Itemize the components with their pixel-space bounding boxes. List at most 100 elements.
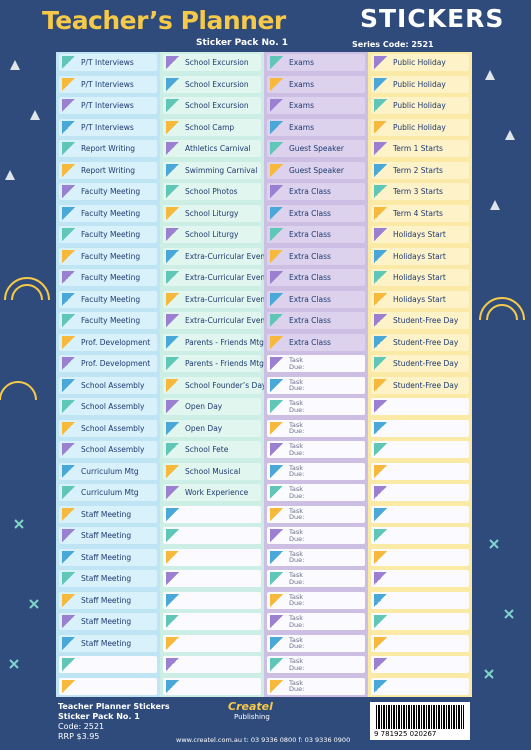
sticker: Swimming Carnival: [163, 161, 261, 179]
sticker-icon: [166, 550, 179, 564]
sticker-icon: [62, 529, 75, 542]
sticker: Athletics Carnival: [163, 140, 261, 157]
sticker-label: P/T Interviews: [81, 58, 134, 67]
sticker-icon: [374, 378, 387, 392]
sticker-icon: [374, 271, 387, 284]
sticker-label: Extra-Curricular Event: [185, 316, 269, 325]
sticker: [59, 656, 157, 673]
sticker-label: Task Due:: [289, 678, 305, 693]
sticker: Task Due:: [267, 656, 365, 673]
sticker-icon: [62, 249, 75, 263]
sticker-label: Open Day: [185, 402, 223, 411]
sticker: Task Due:: [267, 505, 365, 523]
sticker-label: Term 2 Starts: [393, 165, 443, 175]
sticker-label: Swimming Carnival: [185, 165, 258, 175]
sticker-label: Task Due:: [289, 614, 305, 629]
sticker: Report Writing: [59, 140, 157, 157]
brand-sub: Publishing: [234, 713, 270, 721]
sticker-label: Task Due:: [289, 356, 305, 371]
sticker-label: Staff Meeting: [81, 531, 132, 540]
sticker-icon: [270, 615, 283, 628]
sticker: Staff Meeting: [59, 591, 157, 609]
sticker-icon: [270, 77, 283, 91]
sticker-icon: [166, 529, 179, 542]
sticker: Public Holiday: [371, 75, 469, 93]
footer-code: Code: 2521: [58, 722, 105, 731]
sticker-icon: [270, 378, 283, 392]
sticker-label: Task Due:: [289, 506, 305, 521]
sticker-label: School Assembly: [81, 402, 145, 411]
sticker-label: School Musical: [185, 466, 241, 476]
sticker-label: Staff Meeting: [81, 509, 132, 519]
sticker: Term 1 Starts: [371, 140, 469, 157]
sticker: Task Due:: [267, 484, 365, 501]
sticker-label: School Excursion: [185, 101, 249, 110]
sticker-label: Holidays Start: [393, 230, 446, 239]
sticker-icon: [270, 335, 283, 349]
sticker-label: School Assembly: [81, 445, 145, 454]
sticker-icon: [166, 271, 179, 284]
barcode-number: 9 781925 020267: [374, 730, 437, 738]
sticker-label: School Excursion: [185, 79, 249, 89]
sticker-icon: [62, 507, 75, 521]
sticker-label: Exams: [289, 122, 314, 132]
sticker-icon: [62, 271, 75, 284]
sticker: Extra Class: [267, 204, 365, 222]
sticker-icon: [166, 335, 179, 349]
sticker: Public Holiday: [371, 118, 469, 136]
sticker-icon: [374, 679, 387, 693]
sticker-icon: [62, 400, 75, 413]
sticker: School Camp: [163, 118, 261, 136]
sticker-label: Faculty Meeting: [81, 230, 141, 239]
barcode-bars: [376, 705, 464, 729]
sticker-label: Guest Speaker: [289, 165, 344, 175]
sticker-icon: [374, 249, 387, 263]
sticker-icon: [62, 335, 75, 349]
sticker-label: Task Due:: [289, 442, 305, 457]
sticker-label: Term 1 Starts: [393, 144, 443, 153]
sticker-label: Faculty Meeting: [81, 294, 141, 304]
sticker: Student-Free Day: [371, 355, 469, 372]
sticker-icon: [374, 56, 387, 69]
sticker-icon: [166, 636, 179, 650]
sticker-label: Faculty Meeting: [81, 187, 141, 196]
sticker-icon: [374, 314, 387, 327]
sticker-column: P/T Interviews P/T Interviews P/T Intervie…: [56, 52, 160, 697]
sticker-label: Holidays Start: [393, 273, 446, 282]
sticker-icon: [62, 636, 75, 650]
sticker-icon: [374, 99, 387, 112]
sticker: Curriculum Mtg: [59, 484, 157, 501]
sticker: [371, 656, 469, 673]
sticker-label: Public Holiday: [393, 79, 446, 89]
sticker-icon: [166, 615, 179, 628]
sticker-icon: [270, 636, 283, 650]
sticker-label: Extra Class: [289, 230, 331, 239]
sticker-icon: [374, 421, 387, 435]
sticker-icon: [270, 529, 283, 542]
sticker-icon: [374, 443, 387, 456]
sticker: Student-Free Day: [371, 376, 469, 394]
sticker: Task Due:: [267, 355, 365, 372]
sticker-icon: [270, 400, 283, 413]
sticker-label: Student-Free Day: [393, 316, 459, 325]
sticker-icon: [270, 679, 283, 693]
brand: Createl: [228, 700, 273, 713]
sticker-icon: [62, 464, 75, 478]
sticker-icon: [166, 357, 179, 370]
sticker: Parents - Friends Mtg: [163, 333, 264, 351]
contact: www.createl.com.au t: 03 9336 0800 f: 03…: [176, 736, 351, 744]
sticker-label: School Liturgy: [185, 208, 239, 218]
sticker: Open Day: [163, 398, 261, 415]
sticker-label: School Assembly: [81, 380, 145, 390]
sticker: Extra-Curricular Event: [163, 247, 268, 265]
stickers-heading: STICKERS: [360, 4, 505, 33]
sticker-label: School Excursion: [185, 58, 249, 67]
sticker-icon: [270, 271, 283, 284]
sticker-icon: [270, 507, 283, 521]
sticker-label: Task Due:: [289, 635, 305, 650]
sticker: Faculty Meeting: [59, 269, 157, 286]
sticker: Work Experience: [163, 484, 261, 501]
sticker-label: Student-Free Day: [393, 359, 459, 368]
sticker: Parents - Friends Mtg: [163, 355, 264, 372]
